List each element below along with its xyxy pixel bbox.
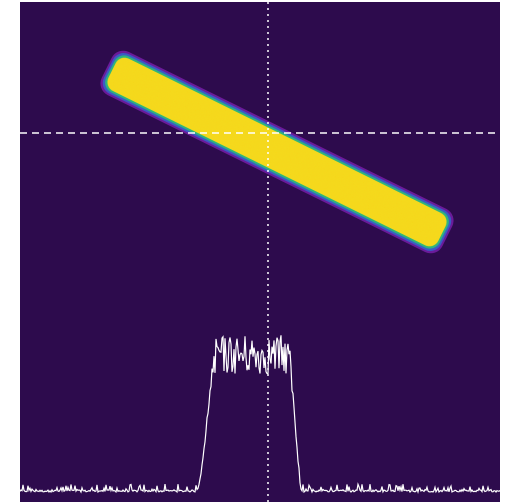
body: (() => { let s = 12345; const rnd = () =…: [0, 0, 520, 502]
beam-view: [0, 0, 520, 502]
page: {} html, body { margin: 0; padding: 0; b…: [0, 0, 520, 502]
